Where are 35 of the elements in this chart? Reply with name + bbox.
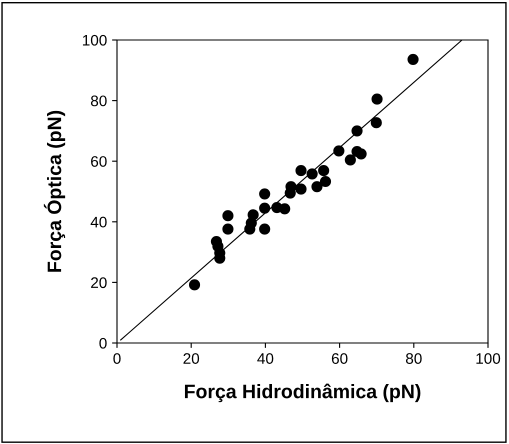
x-tick-label: 100	[476, 353, 500, 364]
point	[259, 224, 270, 235]
y-tick-label: 0	[99, 338, 107, 349]
x-tick-label: 20	[183, 353, 200, 364]
point	[248, 209, 259, 220]
point	[356, 148, 367, 160]
point	[295, 165, 307, 176]
point	[320, 176, 332, 188]
point	[333, 145, 344, 156]
point	[311, 181, 323, 192]
point	[259, 202, 270, 214]
x-tick-label: 0	[113, 353, 121, 364]
y-tick-label: 40	[90, 216, 107, 228]
point	[370, 117, 382, 128]
point	[295, 184, 307, 195]
point	[408, 54, 419, 65]
x-tick-label: 80	[406, 353, 422, 364]
x-tick-label: 60	[332, 353, 348, 364]
point	[318, 165, 330, 176]
point	[306, 168, 318, 180]
point	[222, 210, 234, 222]
point	[222, 224, 234, 235]
point	[259, 188, 270, 200]
x-axis-title: Força Hidrodinâmica (pN)	[184, 384, 420, 402]
point	[372, 94, 383, 105]
y-tick-label: 60	[91, 156, 107, 167]
y-tick-label: 20	[91, 277, 107, 288]
point	[351, 125, 363, 136]
point	[344, 154, 356, 166]
y-axis-title: Força Óptica (pN)	[44, 110, 66, 272]
y-tick-label: 80	[90, 95, 107, 106]
x-tick-label: 40	[257, 353, 274, 364]
point	[279, 203, 290, 214]
y-tick-label: 100	[82, 34, 107, 46]
point	[188, 279, 200, 290]
